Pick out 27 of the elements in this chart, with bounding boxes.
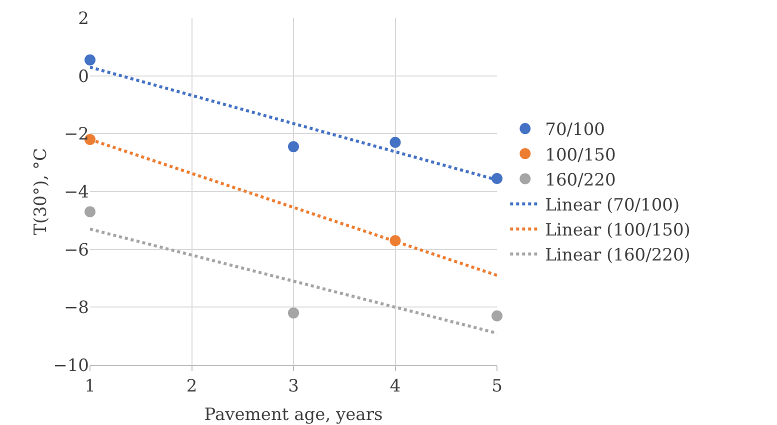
x-tick-label: 3 bbox=[288, 376, 299, 396]
x-tick-label: 5 bbox=[492, 376, 502, 396]
x-tick-label: 2 bbox=[186, 376, 198, 396]
point bbox=[288, 307, 299, 318]
x-tick-label: 1 bbox=[84, 376, 96, 396]
legend-label: Linear (100/150) bbox=[545, 220, 690, 241]
point bbox=[288, 141, 299, 152]
y-tick-label: −4 bbox=[64, 182, 89, 202]
y-tick-label: −10 bbox=[53, 356, 89, 376]
y-tick-label: −2 bbox=[64, 124, 89, 145]
x-tick-label: 4 bbox=[390, 376, 401, 396]
y-tick-label: 0 bbox=[78, 66, 89, 87]
legend-label: Linear (70/100) bbox=[545, 195, 680, 216]
x-axis-title: Pavement age, years bbox=[204, 405, 383, 425]
y-tick-label: 2 bbox=[78, 8, 89, 29]
point bbox=[84, 54, 96, 66]
legend-label: 160/220 bbox=[545, 170, 616, 190]
point bbox=[84, 206, 96, 218]
y-tick-label: −8 bbox=[64, 298, 89, 318]
point bbox=[492, 310, 502, 322]
legend-label: Linear (160/220) bbox=[545, 246, 690, 266]
y-tick-label: −6 bbox=[64, 240, 89, 260]
y-axis-title: T(30°), °C bbox=[31, 148, 51, 236]
point bbox=[390, 136, 401, 148]
point bbox=[492, 172, 502, 184]
legend-label: 70/100 bbox=[545, 120, 605, 140]
legend-label: 100/150 bbox=[545, 145, 616, 166]
